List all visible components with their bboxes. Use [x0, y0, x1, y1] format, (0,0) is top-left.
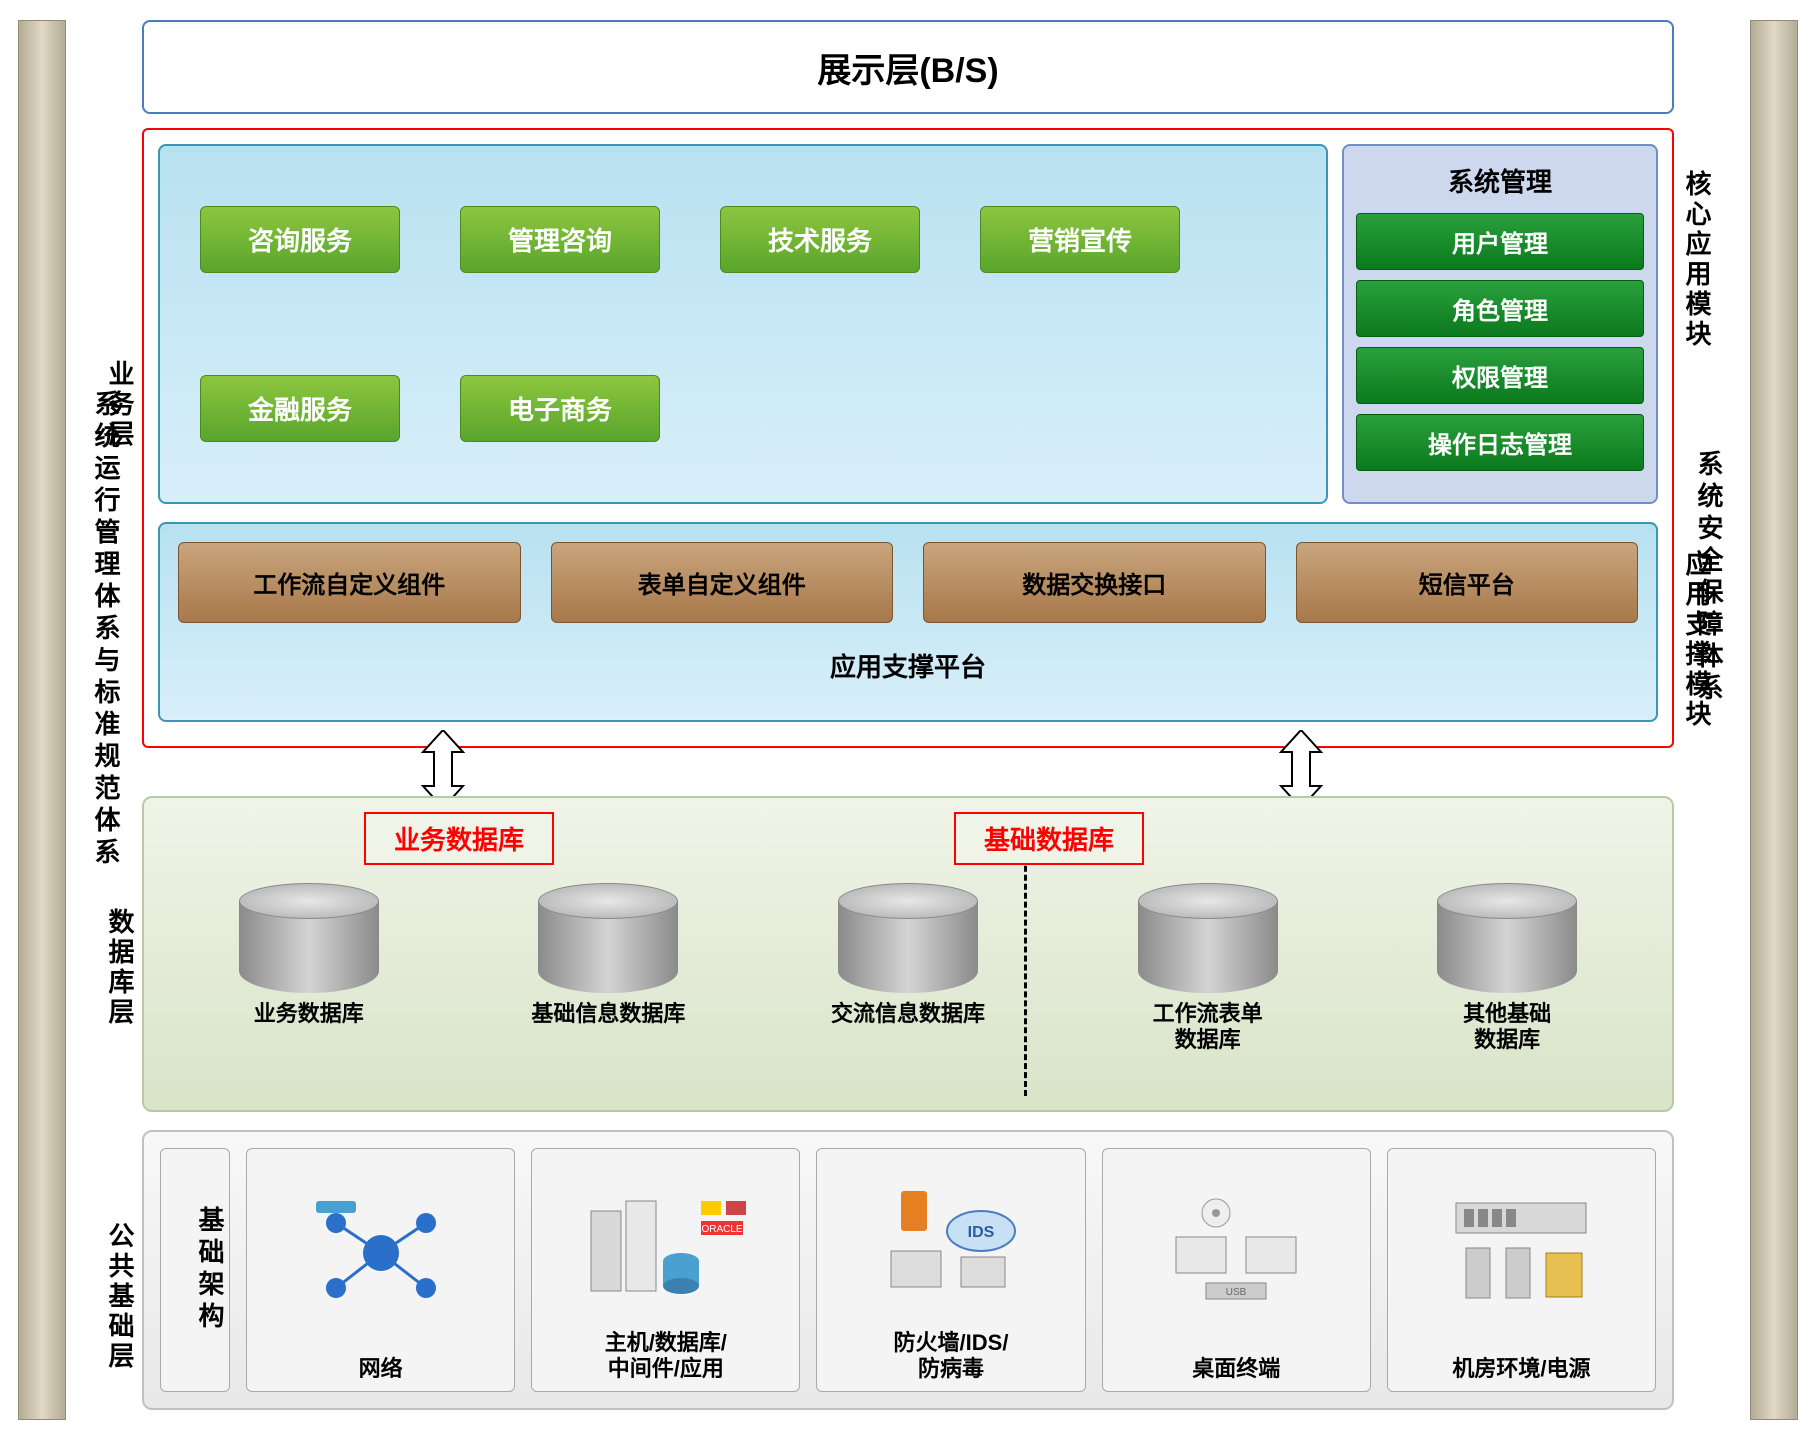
support-item: 表单自定义组件 — [551, 542, 894, 623]
desktop-icon: USB — [1111, 1157, 1362, 1350]
infra-item: IDS 防火墙/IDS/防病毒 — [816, 1148, 1085, 1392]
top-row: 咨询服务 管理咨询 技术服务 营销宣传 金融服务 电子商务 系统管理 用户管理 … — [158, 144, 1658, 504]
biz-service-item: 营销宣传 — [980, 206, 1180, 273]
biz-service-item: 技术服务 — [720, 206, 920, 273]
db-layer-label: 数据库层 — [102, 908, 139, 1028]
db-item: 基础信息数据库 — [464, 883, 754, 1054]
system-mgmt-box: 系统管理 用户管理 角色管理 权限管理 操作日志管理 — [1342, 144, 1658, 504]
core-module-label: 核心应用模块 — [1679, 170, 1716, 350]
support-item: 工作流自定义组件 — [178, 542, 521, 623]
database-icon — [239, 883, 379, 993]
mgmt-title: 系统管理 — [1356, 158, 1644, 203]
infra-item: ORACLE 主机/数据库/中间件/应用 — [531, 1148, 800, 1392]
mgmt-item: 角色管理 — [1356, 280, 1644, 337]
presentation-layer: 展示层(B/S) — [142, 20, 1674, 114]
biz-service-item: 电子商务 — [460, 375, 660, 442]
database-icon — [1437, 883, 1577, 993]
business-services-box: 咨询服务 管理咨询 技术服务 营销宣传 金融服务 电子商务 — [158, 144, 1328, 504]
svg-text:USB: USB — [1226, 1287, 1247, 1298]
mgmt-item: 权限管理 — [1356, 347, 1644, 404]
support-item: 短信平台 — [1296, 542, 1639, 623]
biz-layer-label: 业务层 — [102, 360, 139, 450]
firewall-icon: IDS — [825, 1157, 1076, 1324]
network-icon — [255, 1157, 506, 1350]
database-layer: 数据库层 业务数据库 基础数据库 业务数据库 基础信息数据库 交流信息数据库 — [142, 796, 1674, 1112]
support-item: 数据交换接口 — [923, 542, 1266, 623]
svg-text:IDS: IDS — [968, 1224, 995, 1241]
db-group-left-title: 业务数据库 — [364, 812, 554, 865]
core-container: 业务层 核心应用模块 应用支撑模块 咨询服务 管理咨询 技术服务 营销宣传 金融… — [142, 128, 1674, 748]
presentation-title: 展示层(B/S) — [817, 43, 998, 92]
architecture-diagram: 系统运行管理体系与标准规范体系 系统安全保障体系 展示层(B/S) 业务层 核心… — [10, 10, 1806, 1430]
support-title: 应用支撑平台 — [178, 647, 1638, 684]
svg-text:ORACLE: ORACLE — [701, 1224, 742, 1235]
support-module-label: 应用支撑模块 — [1679, 550, 1716, 730]
pillar-left — [18, 20, 66, 1420]
biz-service-item: 咨询服务 — [200, 206, 400, 273]
servers-icon: ORACLE — [540, 1157, 791, 1324]
app-support-box: 工作流自定义组件 表单自定义组件 数据交换接口 短信平台 应用支撑平台 — [158, 522, 1658, 722]
db-item: 工作流表单数据库 — [1063, 883, 1353, 1054]
power-icon — [1396, 1157, 1647, 1350]
database-icon — [1138, 883, 1278, 993]
mgmt-item: 用户管理 — [1356, 213, 1644, 270]
db-group-right-title: 基础数据库 — [954, 812, 1144, 865]
infra-head: 基础架构 — [160, 1148, 230, 1392]
infra-layer-label: 公共基础层 — [102, 1222, 139, 1372]
arrow-row — [142, 740, 1674, 800]
infra-item: 机房环境/电源 — [1387, 1148, 1656, 1392]
db-item: 其他基础数据库 — [1362, 883, 1652, 1054]
center-column: 展示层(B/S) 业务层 核心应用模块 应用支撑模块 咨询服务 管理咨询 技术服… — [142, 20, 1674, 1420]
infrastructure-layer: 公共基础层 基础架构 网络 ORACLE 主机/数据库/中间件/应用 IDS 防… — [142, 1130, 1674, 1410]
db-item: 交流信息数据库 — [763, 883, 1053, 1054]
mgmt-item: 操作日志管理 — [1356, 414, 1644, 471]
database-icon — [838, 883, 978, 993]
infra-item: USB 桌面终端 — [1102, 1148, 1371, 1392]
infra-item: 网络 — [246, 1148, 515, 1392]
biz-service-item: 管理咨询 — [460, 206, 660, 273]
pillar-right — [1750, 20, 1798, 1420]
biz-service-item: 金融服务 — [200, 375, 400, 442]
database-icon — [538, 883, 678, 993]
db-item: 业务数据库 — [164, 883, 454, 1054]
left-pillar-label: 系统运行管理体系与标准规范体系 — [88, 390, 125, 870]
